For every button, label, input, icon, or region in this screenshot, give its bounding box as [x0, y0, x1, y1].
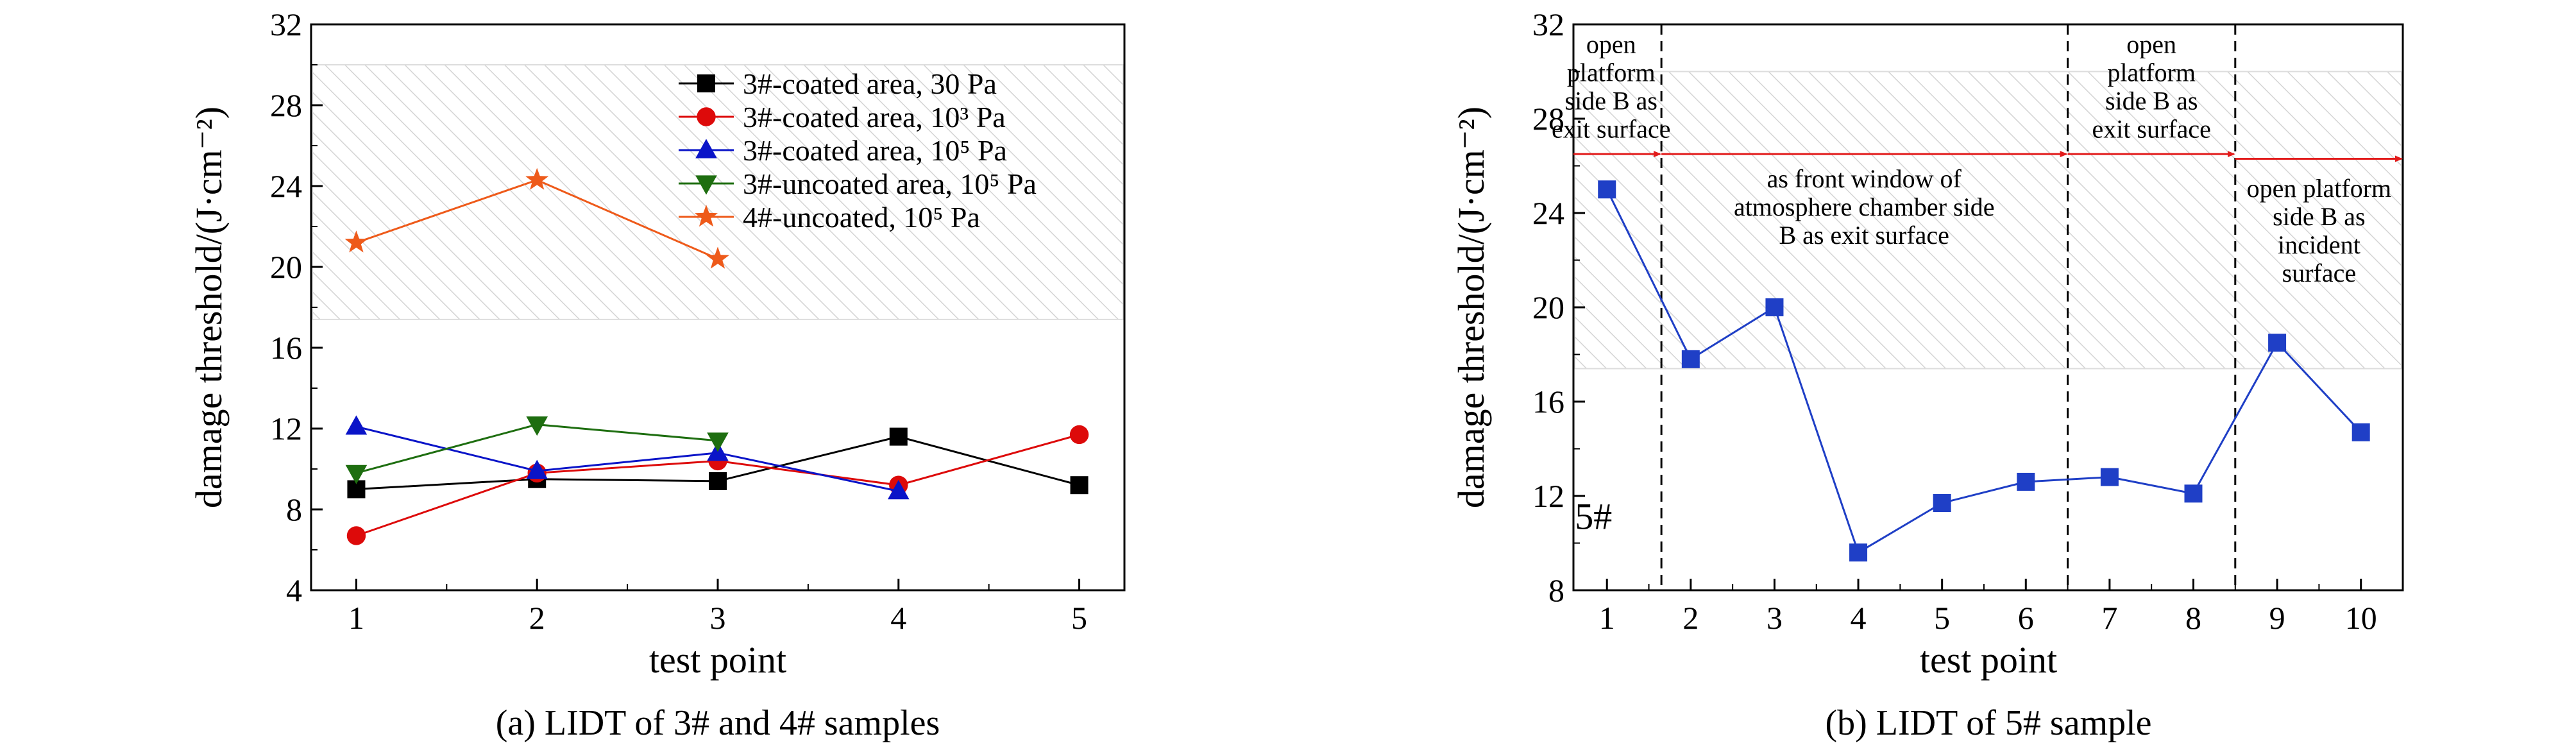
legend-marker [697, 74, 715, 92]
shaded-band [1574, 71, 2402, 370]
y-tick-label: 24 [1532, 195, 1564, 231]
data-point [1765, 298, 1784, 316]
series-3 [345, 415, 910, 500]
x-tick-label: 2 [1682, 600, 1699, 636]
data-point [2268, 334, 2287, 352]
y-tick-label: 28 [270, 87, 302, 123]
series-1 [1598, 180, 2370, 562]
y-tick-label: 20 [270, 249, 302, 285]
y-tick-label: 16 [1532, 384, 1564, 420]
data-point [344, 230, 368, 253]
data-point [2351, 423, 2370, 441]
data-point [1070, 476, 1089, 495]
caption-b: (b) LIDT of 5# sample [1825, 703, 2151, 743]
data-point [2017, 472, 2035, 491]
y-tick-label: 8 [286, 491, 302, 527]
x-tick-label: 6 [2018, 600, 2034, 636]
data-point [2100, 468, 2119, 486]
data-point [1598, 180, 1616, 199]
data-point [345, 415, 368, 435]
data-point [1849, 543, 1868, 562]
data-point [1681, 350, 1700, 368]
region-annotation: as front window of atmosphere chamber sid… [1734, 164, 1995, 250]
x-tick-label: 1 [348, 600, 364, 636]
region-annotation: open platform side B as exit surface [2092, 30, 2210, 144]
legend-marker [695, 175, 717, 195]
data-point [889, 427, 908, 446]
y-tick-label: 28 [1532, 101, 1564, 137]
x-tick-label: 3 [710, 600, 726, 636]
y-axis-label-a: damage threshold/(J·cm⁻²) [188, 107, 230, 508]
legend-a: 3#-coated area, 30 Pa3#-coated area, 10³… [679, 67, 1037, 234]
legend-label: 3#-uncoated area, 10⁵ Pa [743, 167, 1037, 200]
chart-panel-a: damage threshold/(J·cm⁻²) test point (a)… [188, 6, 1126, 743]
data-point [887, 480, 910, 500]
y-tick-label: 32 [270, 6, 302, 42]
y-tick-label: 16 [270, 330, 302, 366]
x-axis-label-b: test point [1920, 639, 2057, 681]
data-point [2184, 484, 2203, 503]
x-tick-label: 1 [1599, 600, 1615, 636]
legend-label: 3#-coated area, 10³ Pa [743, 101, 1006, 133]
x-tick-label: 5 [1071, 600, 1087, 636]
x-axis-label-a: test point [649, 639, 786, 681]
data-point [345, 464, 368, 484]
y-tick-label: 24 [270, 168, 302, 204]
data-point [706, 246, 729, 269]
region-annotation: open platform side B as incident surface [2247, 174, 2392, 287]
data-point [1933, 494, 1951, 513]
series-4 [345, 416, 729, 484]
y-tick-label: 32 [1532, 6, 1564, 42]
chart-panel-b: damage threshold/(J·cm⁻²) test point (b)… [1450, 6, 2404, 743]
y-tick-label: 12 [270, 411, 302, 447]
y-tick-label: 4 [286, 572, 302, 608]
x-tick-label: 3 [1767, 600, 1783, 636]
legend-marker [695, 139, 717, 158]
legend-marker [695, 205, 718, 227]
x-tick-label: 4 [1851, 600, 1867, 636]
legend-label: 3#-coated area, 30 Pa [743, 67, 997, 100]
legend-label: 3#-coated area, 10⁵ Pa [743, 134, 1007, 167]
sample-label: 5# [1575, 495, 1612, 537]
x-tick-label: 4 [890, 600, 906, 636]
x-tick-label: 8 [2185, 600, 2201, 636]
x-tick-label: 7 [2101, 600, 2117, 636]
data-point [526, 416, 548, 436]
data-point [525, 167, 549, 190]
data-point [526, 459, 548, 479]
caption-a: (a) LIDT of 3# and 4# samples [496, 703, 940, 743]
data-point [709, 472, 727, 490]
x-tick-label: 9 [2269, 600, 2285, 636]
series-line [1606, 189, 2362, 554]
x-tick-label: 5 [1934, 600, 1950, 636]
data-point [346, 526, 366, 545]
y-tick-label: 12 [1532, 478, 1564, 514]
x-tick-label: 2 [529, 600, 545, 636]
shaded-band [312, 64, 1124, 320]
legend-label: 4#-uncoated, 10⁵ Pa [743, 201, 980, 234]
series-5 [344, 167, 729, 269]
y-tick-label: 8 [1548, 572, 1564, 608]
data-point [1069, 425, 1089, 445]
data-point [707, 432, 729, 452]
region-annotation: open platform side B as exit surface [1552, 30, 1670, 144]
x-tick-label: 10 [2345, 600, 2377, 636]
y-axis-label-b: damage threshold/(J·cm⁻²) [1450, 107, 1492, 508]
legend-marker [697, 107, 716, 126]
y-tick-label: 20 [1532, 289, 1564, 325]
series-line [356, 425, 899, 493]
